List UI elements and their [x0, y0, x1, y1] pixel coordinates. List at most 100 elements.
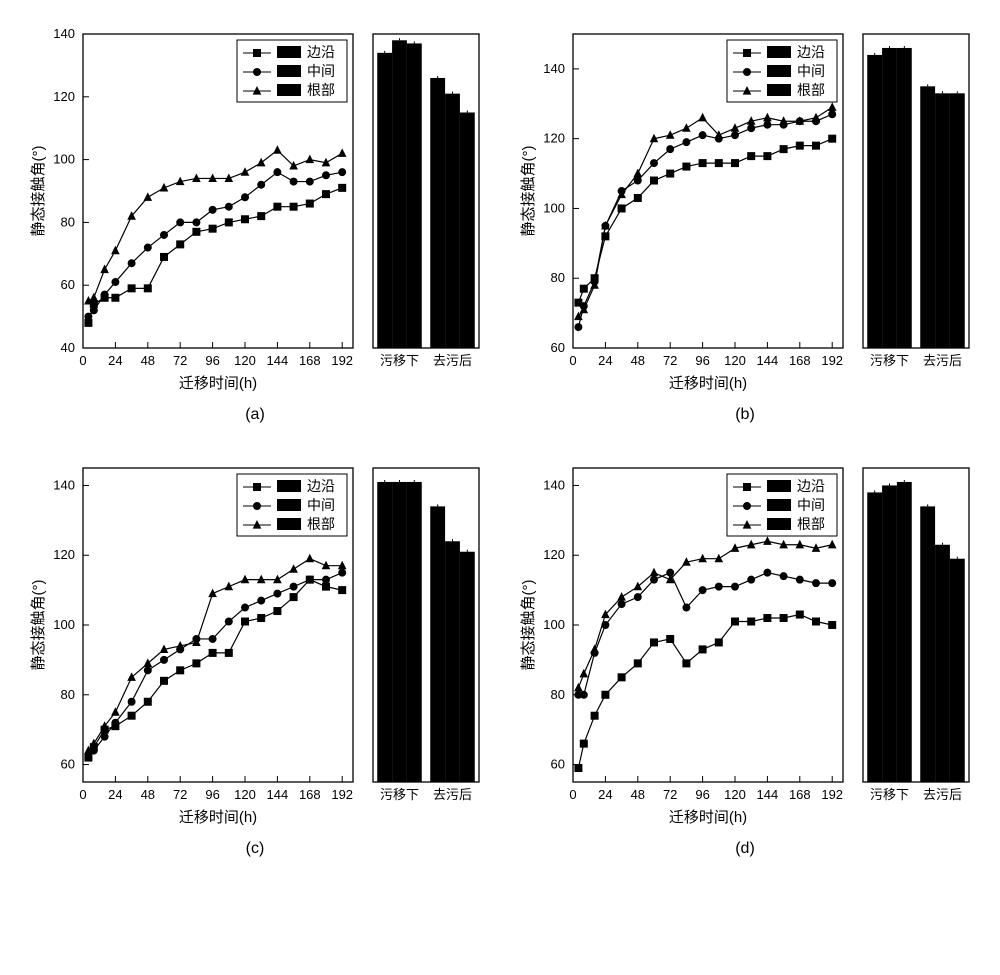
svg-text:192: 192 — [331, 353, 353, 368]
line-chart: 0 24 48 72 96 120 144 168 192 40 60 80 100 120 140 迁移时间… — [25, 20, 365, 400]
bar-category-label: 去污后 — [923, 787, 962, 802]
svg-text:168: 168 — [299, 353, 321, 368]
svg-text:80: 80 — [551, 687, 565, 702]
svg-text:140: 140 — [543, 477, 565, 492]
svg-text:140: 140 — [53, 26, 75, 41]
svg-text:24: 24 — [108, 353, 122, 368]
svg-text:72: 72 — [173, 353, 187, 368]
bar-category-label: 污移下 — [380, 787, 419, 802]
svg-text:48: 48 — [631, 787, 645, 802]
legend-label-middle: 中间 — [797, 497, 825, 513]
bar-chart: 污移下去污后 — [365, 20, 485, 400]
svg-text:72: 72 — [663, 787, 677, 802]
svg-text:100: 100 — [543, 617, 565, 632]
bar-chart: 污移下去污后 — [855, 20, 975, 400]
svg-text:100: 100 — [53, 617, 75, 632]
svg-text:144: 144 — [757, 353, 779, 368]
y-axis-label: 静态接触角(°) — [520, 580, 537, 671]
legend-label-edge: 边沿 — [307, 478, 335, 494]
legend-label-edge: 边沿 — [797, 478, 825, 494]
bar-chart: 污移下去污后 — [855, 454, 975, 834]
svg-text:140: 140 — [53, 477, 75, 492]
panel-c: 0 24 48 72 96 120 144 168 192 60 80 100 120 140 迁移时间(h… — [20, 454, 490, 858]
svg-text:96: 96 — [205, 353, 219, 368]
svg-text:140: 140 — [543, 61, 565, 76]
bar-category-label: 污移下 — [870, 787, 909, 802]
x-axis-label: 迁移时间(h) — [669, 809, 747, 826]
y-axis-label: 静态接触角(°) — [30, 146, 47, 237]
svg-text:24: 24 — [108, 787, 122, 802]
legend-label-root: 根部 — [797, 82, 825, 98]
panel-d: 0244872961201441681926080100120140迁移时间(h… — [510, 454, 980, 858]
svg-text:48: 48 — [141, 353, 155, 368]
panel-a: 0 24 48 72 96 120 144 168 192 40 60 80 100 120 140 迁移时间… — [20, 20, 490, 424]
svg-text:96: 96 — [695, 353, 709, 368]
svg-text:72: 72 — [173, 787, 187, 802]
svg-text:24: 24 — [598, 353, 612, 368]
svg-text:120: 120 — [543, 547, 565, 562]
svg-text:120: 120 — [234, 353, 256, 368]
panel-row: 0 24 48 72 96 120 144 168 192 60 80 100 120 140 迁移时间(h… — [25, 454, 485, 834]
chart-grid: 0 24 48 72 96 120 144 168 192 40 60 80 100 120 140 迁移时间… — [20, 20, 980, 858]
svg-text:60: 60 — [551, 757, 565, 772]
line-chart: 0244872961201441681926080100120140迁移时间(h… — [515, 454, 855, 834]
legend-label-edge: 边沿 — [307, 44, 335, 60]
panel-row: 0244872961201441681926080100120140迁移时间(h… — [515, 20, 975, 400]
svg-text:80: 80 — [551, 270, 565, 285]
panel-caption: (a) — [245, 406, 265, 424]
panel-row: 0 24 48 72 96 120 144 168 192 40 60 80 100 120 140 迁移时间… — [25, 20, 485, 400]
svg-text:0: 0 — [569, 353, 576, 368]
svg-text:48: 48 — [141, 787, 155, 802]
svg-text:80: 80 — [61, 687, 75, 702]
svg-text:80: 80 — [61, 214, 75, 229]
line-chart: 0 24 48 72 96 120 144 168 192 60 80 100 120 140 迁移时间(h… — [25, 454, 365, 834]
svg-text:96: 96 — [205, 787, 219, 802]
x-axis-label: 迁移时间(h) — [179, 809, 257, 826]
panel-caption: (d) — [735, 840, 755, 858]
bar-category-label: 去污后 — [923, 353, 962, 368]
svg-text:168: 168 — [789, 787, 811, 802]
svg-text:144: 144 — [757, 787, 779, 802]
bar-category-label: 去污后 — [433, 353, 472, 368]
line-chart: 0244872961201441681926080100120140迁移时间(h… — [515, 20, 855, 400]
svg-text:96: 96 — [695, 787, 709, 802]
svg-text:168: 168 — [299, 787, 321, 802]
svg-text:144: 144 — [267, 353, 289, 368]
svg-text:120: 120 — [234, 787, 256, 802]
svg-text:60: 60 — [61, 277, 75, 292]
svg-text:192: 192 — [821, 787, 843, 802]
svg-text:0: 0 — [79, 787, 86, 802]
panel-caption: (c) — [246, 840, 265, 858]
svg-text:60: 60 — [551, 340, 565, 355]
bar-category-label: 去污后 — [433, 787, 472, 802]
svg-text:120: 120 — [724, 787, 746, 802]
bar-chart: 污移下去污后 — [365, 454, 485, 834]
svg-text:144: 144 — [267, 787, 289, 802]
svg-text:100: 100 — [543, 200, 565, 215]
x-axis-label: 迁移时间(h) — [179, 375, 257, 392]
x-axis-label: 迁移时间(h) — [669, 375, 747, 392]
panel-caption: (b) — [735, 406, 755, 424]
y-axis-label: 静态接触角(°) — [520, 146, 537, 237]
svg-text:40: 40 — [61, 340, 75, 355]
svg-text:0: 0 — [79, 353, 86, 368]
svg-text:192: 192 — [331, 787, 353, 802]
svg-text:120: 120 — [543, 131, 565, 146]
bar-category-label: 污移下 — [870, 353, 909, 368]
bar-category-label: 污移下 — [380, 353, 419, 368]
legend-label-root: 根部 — [307, 516, 335, 532]
panel-row: 0244872961201441681926080100120140迁移时间(h… — [515, 454, 975, 834]
svg-text:120: 120 — [53, 547, 75, 562]
legend-label-middle: 中间 — [797, 63, 825, 79]
legend-label-edge: 边沿 — [797, 44, 825, 60]
svg-text:100: 100 — [53, 152, 75, 167]
svg-text:48: 48 — [631, 353, 645, 368]
panel-b: 0244872961201441681926080100120140迁移时间(h… — [510, 20, 980, 424]
svg-text:192: 192 — [821, 353, 843, 368]
svg-text:60: 60 — [61, 757, 75, 772]
svg-text:24: 24 — [598, 787, 612, 802]
legend-label-root: 根部 — [797, 516, 825, 532]
svg-text:168: 168 — [789, 353, 811, 368]
svg-text:120: 120 — [53, 89, 75, 104]
legend-label-middle: 中间 — [307, 63, 335, 79]
